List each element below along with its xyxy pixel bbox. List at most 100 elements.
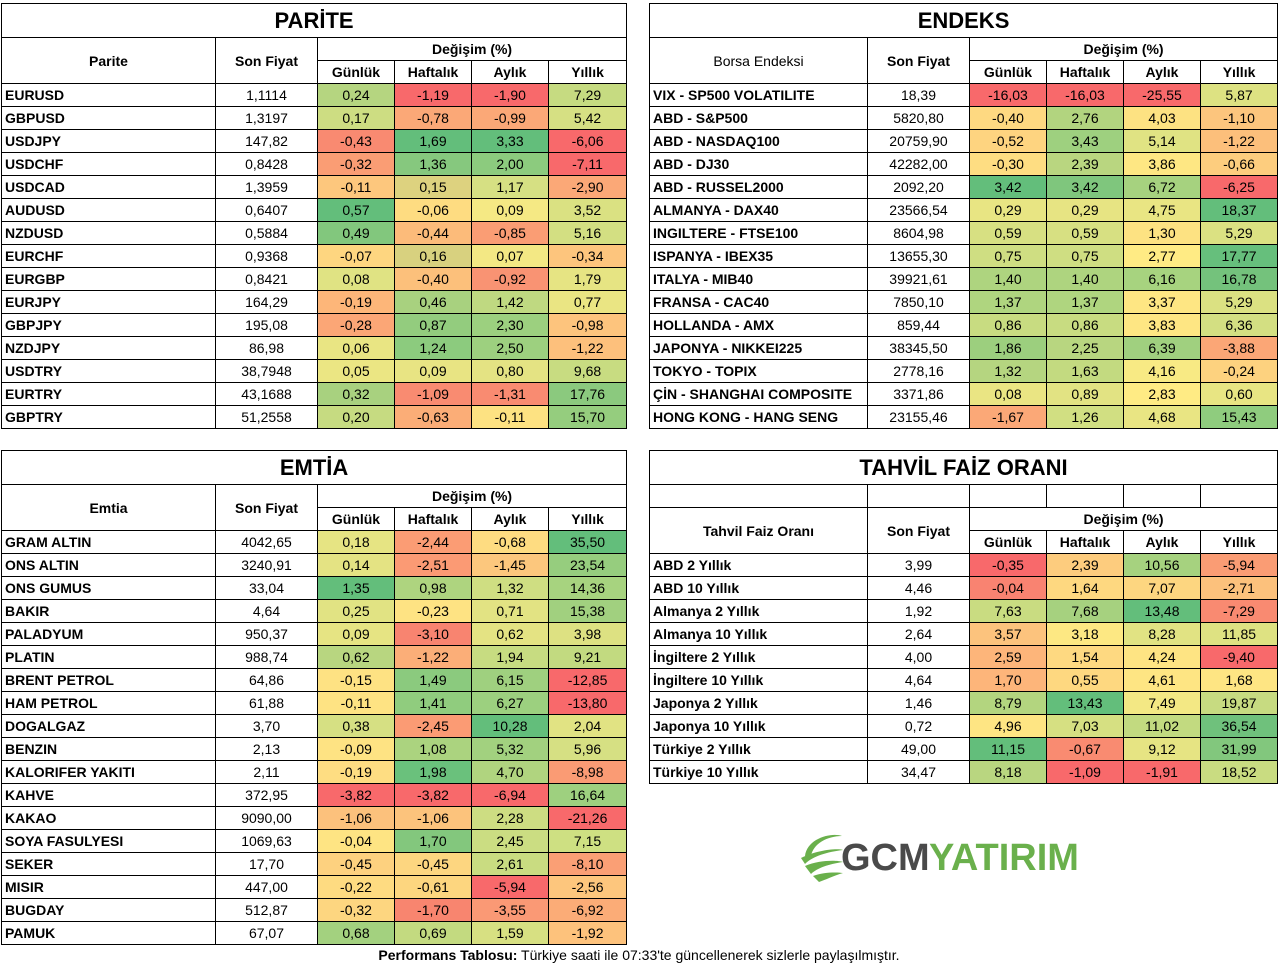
row-weekly: 0,75 xyxy=(1046,244,1124,268)
endeks-col-name: Borsa Endeksi xyxy=(649,37,868,84)
row-daily: 3,57 xyxy=(969,622,1047,646)
table-row: HAM PETROL 61,88 -0,11 1,41 6,27 -13,80 xyxy=(1,691,628,715)
row-name: Almanya 10 Yıllık xyxy=(649,622,868,646)
row-weekly: 3,18 xyxy=(1046,622,1124,646)
row-name: ONS ALTIN xyxy=(1,553,216,577)
row-daily: 1,32 xyxy=(969,359,1047,383)
row-price: 1,3197 xyxy=(215,106,318,130)
row-daily: 1,40 xyxy=(969,267,1047,291)
row-daily: 8,18 xyxy=(969,760,1047,784)
row-yearly: -7,29 xyxy=(1199,599,1278,623)
row-name: KALORIFER YAKITI xyxy=(1,760,216,784)
row-weekly: 2,76 xyxy=(1046,106,1124,130)
row-weekly: 1,69 xyxy=(394,129,472,153)
row-weekly: 1,98 xyxy=(394,760,472,784)
table-row: Almanya 2 Yıllık 1,92 7,63 7,68 13,48 -7,29 xyxy=(649,599,1278,623)
row-name: USDCAD xyxy=(1,175,216,199)
table-row: ÇİN - SHANGHAI COMPOSITE 3371,86 0,08 0,89 2… xyxy=(649,382,1278,406)
row-name: ISPANYA - IBEX35 xyxy=(649,244,868,268)
row-price: 1,3959 xyxy=(215,175,318,199)
row-monthly: 5,14 xyxy=(1123,129,1201,153)
table-row: ISPANYA - IBEX35 13655,30 0,75 0,75 2,77 17,7… xyxy=(649,244,1278,268)
row-monthly: 4,61 xyxy=(1123,668,1201,692)
row-price: 512,87 xyxy=(215,898,318,922)
row-price: 2778,16 xyxy=(867,359,970,383)
row-price: 859,44 xyxy=(867,313,970,337)
row-daily: -0,32 xyxy=(317,898,395,922)
row-monthly: 2,50 xyxy=(471,336,549,360)
row-price: 2,13 xyxy=(215,737,318,761)
row-yearly: -12,85 xyxy=(547,668,628,692)
row-monthly: 4,70 xyxy=(471,760,549,784)
row-price: 86,98 xyxy=(215,336,318,360)
row-weekly: 7,03 xyxy=(1046,714,1124,738)
row-monthly: 0,80 xyxy=(471,359,549,383)
row-monthly: -0,85 xyxy=(471,221,549,245)
row-weekly: 1,70 xyxy=(394,829,472,853)
table-row: ABD 10 Yıllık 4,46 -0,04 1,64 7,07 -2,71 xyxy=(649,576,1278,600)
row-monthly: 8,28 xyxy=(1123,622,1201,646)
row-monthly: -1,91 xyxy=(1123,760,1201,784)
row-price: 17,70 xyxy=(215,852,318,876)
row-monthly: 10,28 xyxy=(471,714,549,738)
row-price: 3240,91 xyxy=(215,553,318,577)
row-daily: 0,59 xyxy=(969,221,1047,245)
row-yearly: 3,98 xyxy=(547,622,628,646)
row-weekly: -0,44 xyxy=(394,221,472,245)
table-row: GBPTRY 51,2558 0,20 -0,63 -0,11 15,70 xyxy=(1,405,628,429)
row-monthly: -0,68 xyxy=(471,530,549,554)
logo-text-gcm: GCM xyxy=(841,837,930,879)
table-row: USDTRY 38,7948 0,05 0,09 0,80 9,68 xyxy=(1,359,628,383)
row-name: BAKIR xyxy=(1,599,216,623)
table-row: PLATIN 988,74 0,62 -1,22 1,94 9,21 xyxy=(1,645,628,669)
tahvil-col-price: Son Fiyat xyxy=(867,507,970,554)
gcm-yatirim-logo: GCM YATIRIM xyxy=(797,826,1117,886)
table-row: GBPUSD 1,3197 0,17 -0,78 -0,99 5,42 xyxy=(1,106,628,130)
row-daily: -0,15 xyxy=(317,668,395,692)
row-monthly: 7,07 xyxy=(1123,576,1201,600)
row-price: 0,5884 xyxy=(215,221,318,245)
row-weekly: 1,63 xyxy=(1046,359,1124,383)
row-price: 147,82 xyxy=(215,129,318,153)
row-name: Türkiye 10 Yıllık xyxy=(649,760,868,784)
row-daily: 1,70 xyxy=(969,668,1047,692)
table-row: HOLLANDA - AMX 859,44 0,86 0,86 3,83 6,36 xyxy=(649,313,1278,337)
row-price: 195,08 xyxy=(215,313,318,337)
row-name: FRANSA - CAC40 xyxy=(649,290,868,314)
row-name: PAMUK xyxy=(1,921,216,945)
row-daily: -0,40 xyxy=(969,106,1047,130)
row-name: GBPTRY xyxy=(1,405,216,429)
row-price: 8604,98 xyxy=(867,221,970,245)
row-monthly: -6,94 xyxy=(471,783,549,807)
row-weekly: 1,40 xyxy=(1046,267,1124,291)
row-weekly: 1,54 xyxy=(1046,645,1124,669)
table-row: JAPONYA - NIKKEI225 38345,50 1,86 2,25 6,39-… xyxy=(649,336,1278,360)
row-monthly: 0,71 xyxy=(471,599,549,623)
tahvil-rows: ABD 2 Yıllık 3,99 -0,35 2,39 10,56 -5,94 ABD 1… xyxy=(649,553,1278,784)
row-daily: 0,24 xyxy=(317,83,395,107)
row-weekly: 1,37 xyxy=(1046,290,1124,314)
row-daily: 1,35 xyxy=(317,576,395,600)
row-yearly: 15,38 xyxy=(547,599,628,623)
table-row: Japonya 2 Yıllık 1,46 8,79 13,43 7,49 19,87 xyxy=(649,691,1278,715)
row-monthly: -1,45 xyxy=(471,553,549,577)
row-daily: -0,28 xyxy=(317,313,395,337)
row-name: GRAM ALTIN xyxy=(1,530,216,554)
row-weekly: 1,24 xyxy=(394,336,472,360)
row-daily: -3,82 xyxy=(317,783,395,807)
row-daily: 0,38 xyxy=(317,714,395,738)
row-name: TOKYO - TOPIX xyxy=(649,359,868,383)
row-weekly: -2,44 xyxy=(394,530,472,554)
row-price: 23566,54 xyxy=(867,198,970,222)
row-price: 33,04 xyxy=(215,576,318,600)
row-price: 1,1114 xyxy=(215,83,318,107)
row-daily: -0,11 xyxy=(317,691,395,715)
row-name: EURCHF xyxy=(1,244,216,268)
row-monthly: -5,94 xyxy=(471,875,549,899)
row-name: USDTRY xyxy=(1,359,216,383)
row-yearly: 1,79 xyxy=(547,267,628,291)
row-price: 4042,65 xyxy=(215,530,318,554)
row-name: PALADYUM xyxy=(1,622,216,646)
row-name: ABD - RUSSEL2000 xyxy=(649,175,868,199)
row-yearly: -6,25 xyxy=(1199,175,1278,199)
